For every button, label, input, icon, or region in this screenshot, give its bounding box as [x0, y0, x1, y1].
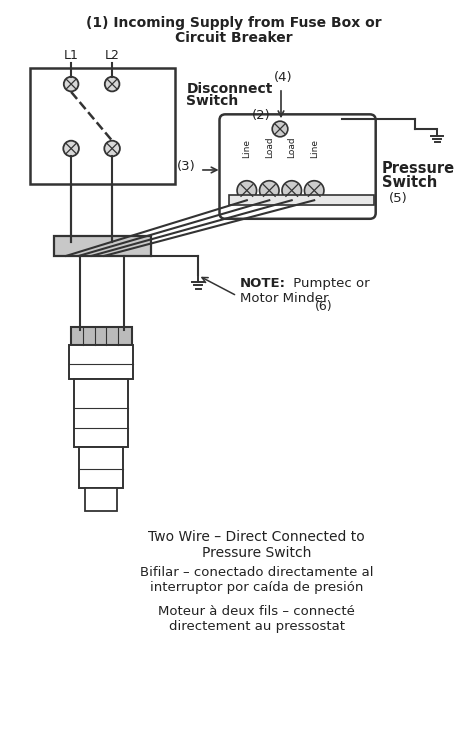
Text: Switch: Switch [186, 94, 238, 108]
Text: L1: L1 [64, 49, 79, 61]
Circle shape [105, 76, 119, 91]
FancyBboxPatch shape [229, 195, 374, 205]
Text: (6): (6) [315, 300, 333, 313]
Text: (5): (5) [388, 192, 407, 205]
Text: (2): (2) [252, 109, 271, 122]
Text: Switch: Switch [382, 175, 437, 189]
Circle shape [104, 141, 120, 157]
FancyBboxPatch shape [69, 345, 133, 379]
Text: Pumptec or: Pumptec or [289, 276, 369, 290]
Text: Two Wire – Direct Connected to
Pressure Switch: Two Wire – Direct Connected to Pressure … [148, 530, 365, 560]
FancyBboxPatch shape [54, 237, 151, 256]
Text: Circuit Breaker: Circuit Breaker [175, 31, 293, 46]
Text: Moteur à deux fils – connecté
directement au pressostat: Moteur à deux fils – connecté directemen… [158, 605, 355, 634]
Circle shape [260, 181, 279, 200]
Text: Disconnect: Disconnect [186, 82, 273, 96]
Circle shape [282, 181, 301, 200]
Text: Motor Minder: Motor Minder [240, 292, 328, 306]
Circle shape [64, 141, 79, 157]
FancyBboxPatch shape [79, 447, 123, 488]
Text: Bifilar – conectado directamente al
interruptor por caída de presión: Bifilar – conectado directamente al inte… [140, 566, 374, 594]
Circle shape [272, 121, 288, 137]
Circle shape [304, 181, 324, 200]
Text: Line: Line [242, 139, 251, 158]
FancyBboxPatch shape [85, 488, 117, 511]
FancyBboxPatch shape [30, 68, 174, 184]
FancyBboxPatch shape [219, 115, 376, 219]
Text: NOTE:: NOTE: [240, 276, 286, 290]
Text: (1) Incoming Supply from Fuse Box or: (1) Incoming Supply from Fuse Box or [86, 16, 382, 30]
Text: Line: Line [310, 139, 319, 158]
Text: L2: L2 [105, 49, 119, 61]
Circle shape [237, 181, 256, 200]
FancyBboxPatch shape [74, 379, 128, 447]
Text: Load: Load [265, 136, 274, 158]
Text: (4): (4) [273, 71, 292, 84]
Text: Load: Load [287, 136, 296, 158]
Circle shape [64, 76, 78, 91]
FancyBboxPatch shape [71, 327, 132, 345]
Text: (3): (3) [177, 160, 196, 172]
Text: Pressure: Pressure [382, 161, 455, 176]
